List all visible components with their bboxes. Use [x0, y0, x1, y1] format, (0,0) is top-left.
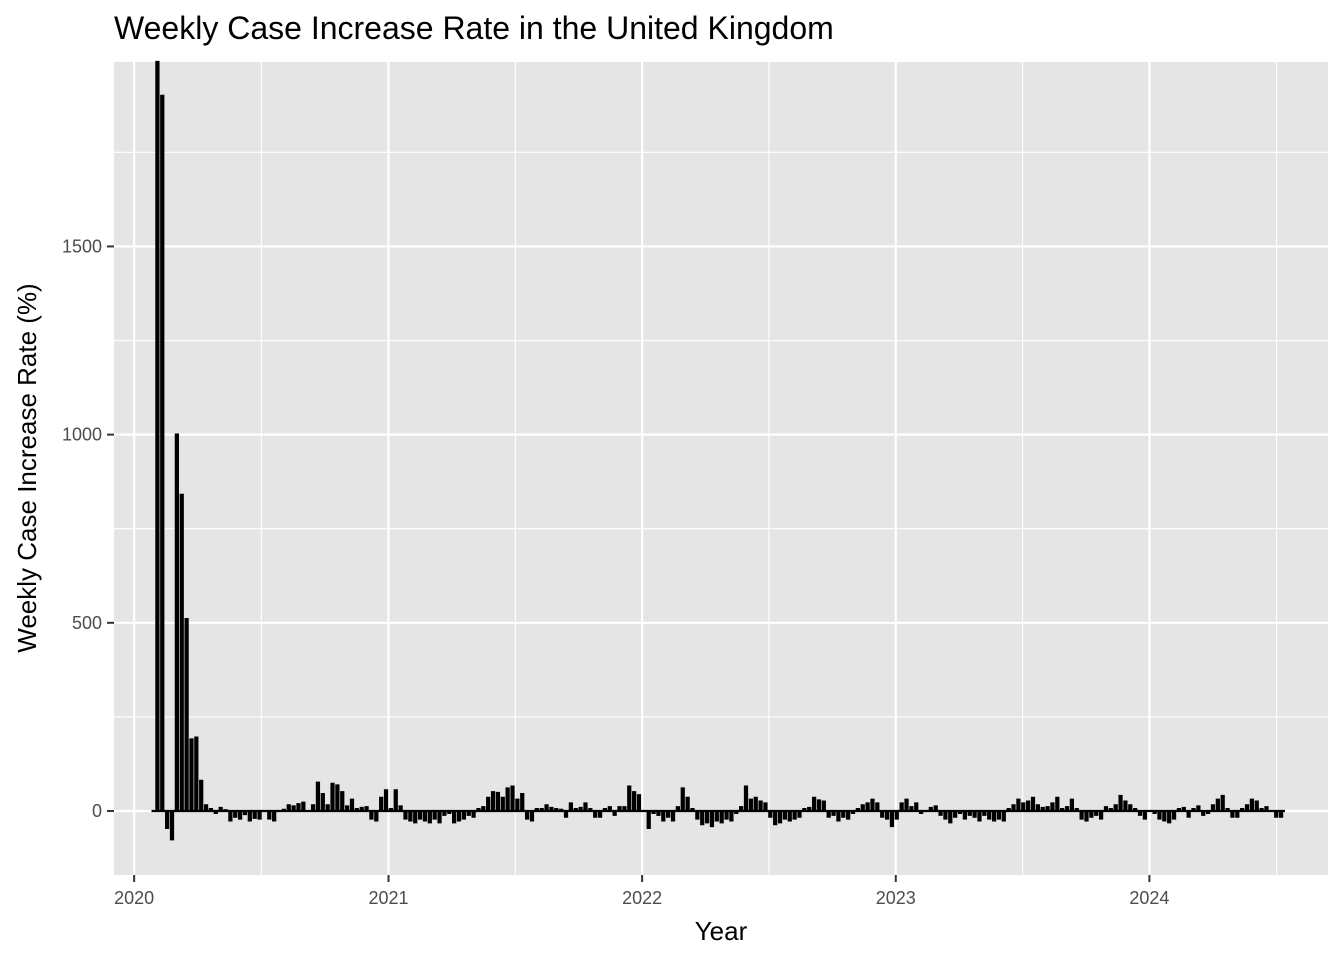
x-tick-label: 2020: [114, 888, 154, 908]
series-line: [151, 60, 1285, 841]
plot-panel: [114, 62, 1328, 875]
x-axis-title: Year: [695, 916, 748, 946]
x-tick-label: 2023: [876, 888, 916, 908]
grid-minor: [114, 62, 1328, 875]
y-axis-title: Weekly Case Increase Rate (%): [12, 283, 42, 652]
x-tick-label: 2021: [368, 888, 408, 908]
x-tick-label: 2024: [1129, 888, 1169, 908]
x-axis: 2020 2021 2022 2023 2024: [114, 875, 1169, 908]
y-axis: 0 500 1000 1500: [62, 236, 114, 821]
y-tick-label: 1500: [62, 236, 102, 256]
chart-title: Weekly Case Increase Rate in the United …: [114, 10, 834, 46]
x-tick-label: 2022: [622, 888, 662, 908]
y-tick-label: 500: [72, 613, 102, 633]
y-tick-label: 0: [92, 801, 102, 821]
y-tick-label: 1000: [62, 425, 102, 445]
